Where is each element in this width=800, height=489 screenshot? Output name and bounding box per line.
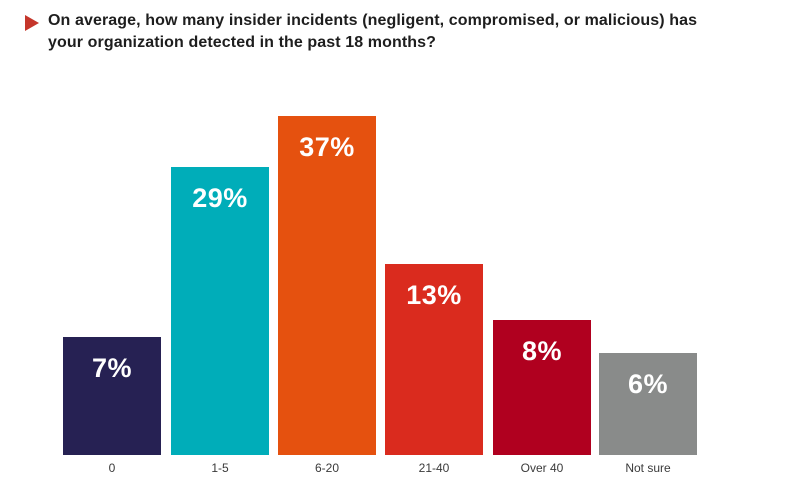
bar-1-5-incidents: 29% [171,167,269,455]
bar-not-sure: 6% [599,353,697,455]
axis-label-0: 0 [108,461,116,475]
bar-value-label: 37% [299,132,355,162]
bar-0-incidents: 7% [63,337,161,455]
bar-value-label: 29% [192,183,248,213]
axis-label-not-sure: Not sure [625,461,671,475]
bar-value-label: 6% [627,369,669,399]
axis-label-6-20: 6-20 [314,461,340,475]
question-line-1: On average, how many insider incidents (… [48,12,698,29]
red-triangle-bullet-icon [25,15,39,31]
question-line-2: your organization detected in the past 1… [48,34,437,51]
bar-value-label: 7% [91,353,133,383]
bar-value-label: 8% [521,336,563,366]
axis-label-over-40: Over 40 [520,461,564,475]
bar-6-20-incidents: 37% [278,116,376,455]
axis-label-21-40: 21-40 [418,461,450,475]
bar-value-label: 13% [406,280,462,310]
axis-label-1-5: 1-5 [211,461,229,475]
bar-21-40-incidents: 13% [385,264,483,455]
question-text: On average, how many insider incidents (… [48,10,778,54]
bar-over-40-incidents: 8% [493,320,591,455]
